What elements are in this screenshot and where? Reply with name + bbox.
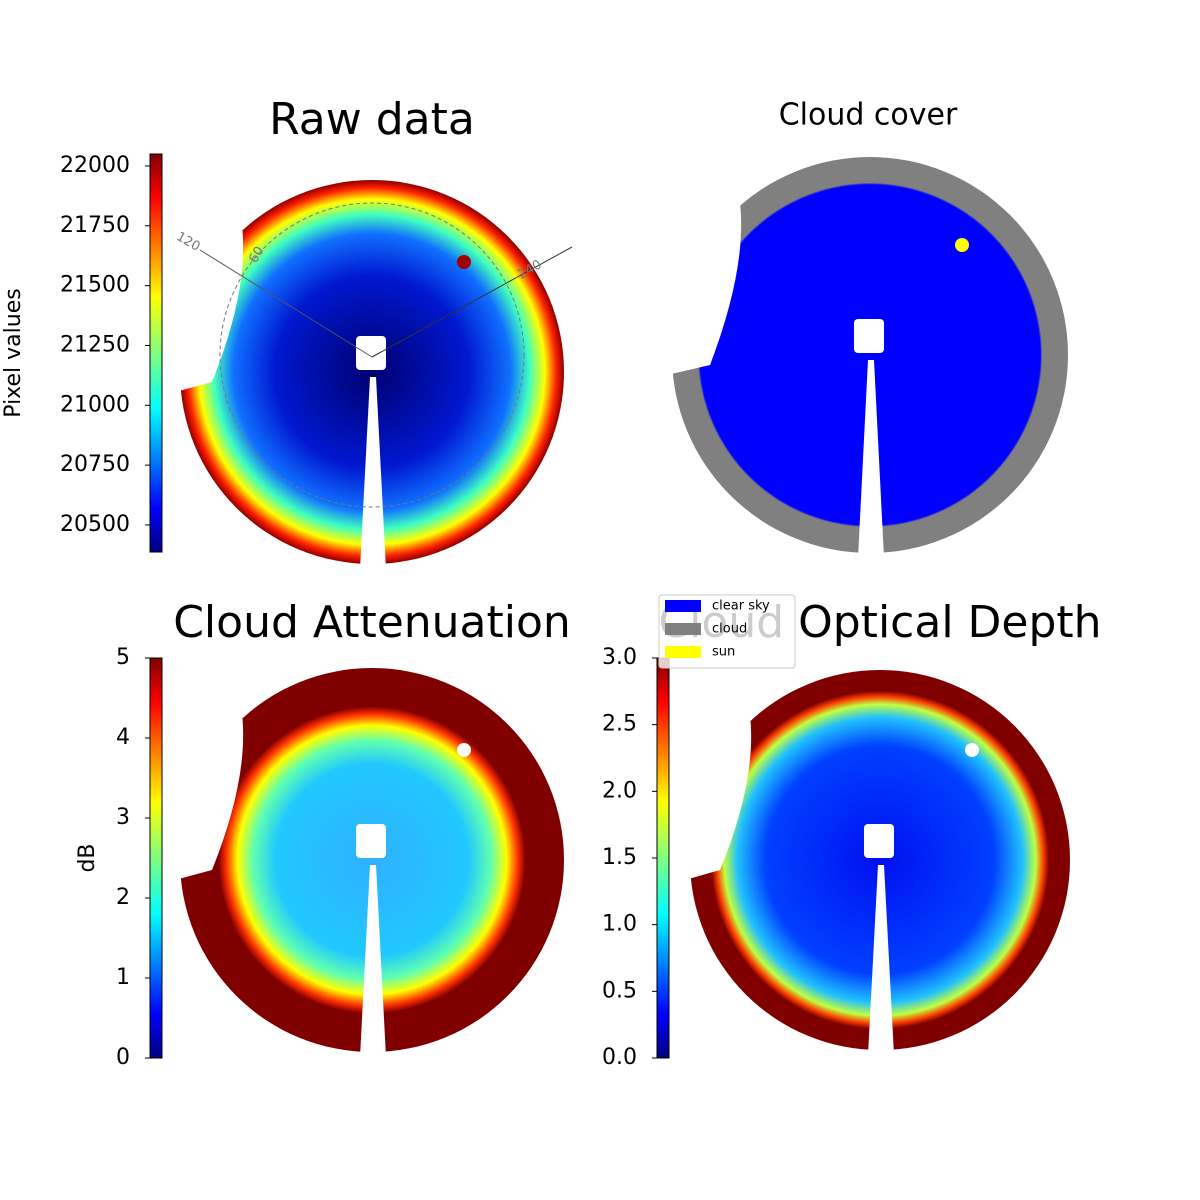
colorbar-tick-label: 20500 [60, 512, 130, 537]
panel-title: Cloud Attenuation [173, 597, 571, 648]
camera-head [356, 824, 386, 858]
legend: clear sky cloud sun [658, 594, 796, 669]
polar-axis [199, 249, 373, 358]
colorbar-tick-label: 3 [116, 805, 130, 830]
colorbar-tick-label: 20750 [60, 452, 130, 477]
horizon-notch [667, 157, 742, 375]
polar-ring [219, 202, 525, 508]
horizon-notch [685, 670, 752, 880]
panel-title: Cloud cover [779, 98, 958, 133]
colorbar [149, 153, 163, 553]
legend-swatch [665, 623, 701, 635]
colorbar-tick-label: 1.0 [602, 912, 637, 937]
colorbar-tick-label: 2.0 [602, 778, 637, 803]
polar-label: 60 [246, 244, 267, 266]
polar-axis [371, 246, 573, 358]
colorbar-tick-label: 3.0 [602, 645, 637, 670]
camera-head [356, 336, 386, 370]
sun-spot [965, 743, 979, 757]
horizon-notch [175, 180, 244, 392]
colorbar-tick-label: 5 [116, 645, 130, 670]
colorbar-tick-label: 4 [116, 725, 130, 750]
colorbar-tick-label: 22000 [60, 153, 130, 178]
sun-spot [457, 743, 471, 757]
colorbar-tick-label: 1.5 [602, 845, 637, 870]
sky-image [180, 180, 564, 564]
colorbar-label: Pixel values [1, 288, 26, 417]
colorbar-tick-label: 0 [116, 1045, 130, 1070]
colorbar-label: dB [75, 843, 100, 872]
sun-spot [457, 255, 471, 269]
colorbar-tick-label: 21000 [60, 392, 130, 417]
camera-arm [360, 377, 386, 569]
sun-spot [955, 238, 969, 252]
colorbar-tick-label: 0.0 [602, 1045, 637, 1070]
colorbar [149, 657, 163, 1059]
sky-image [180, 668, 564, 1052]
colorbar [656, 657, 670, 1059]
colorbar-tick-label: 0.5 [602, 978, 637, 1003]
colorbar-tick-label: 2 [116, 885, 130, 910]
legend-label: sun [712, 645, 735, 660]
camera-arm [858, 360, 884, 558]
legend-label: clear sky [712, 599, 770, 614]
legend-label: cloud [712, 622, 747, 637]
horizon-notch [175, 668, 244, 880]
sky-image [672, 157, 1068, 553]
colorbar-tick-label: 21500 [60, 273, 130, 298]
sky-image [690, 670, 1070, 1050]
camera-head [864, 824, 894, 858]
legend-swatch [665, 646, 701, 658]
camera-head [854, 319, 884, 353]
colorbar-tick-label: 21250 [60, 332, 130, 357]
colorbar-tick-label: 21750 [60, 213, 130, 238]
panel-title: Raw data [269, 94, 475, 145]
legend-swatch [665, 600, 701, 612]
camera-arm [360, 865, 386, 1057]
colorbar-tick-label: 2.5 [602, 712, 637, 737]
colorbar-tick-label: 1 [116, 965, 130, 990]
camera-arm [868, 865, 894, 1055]
